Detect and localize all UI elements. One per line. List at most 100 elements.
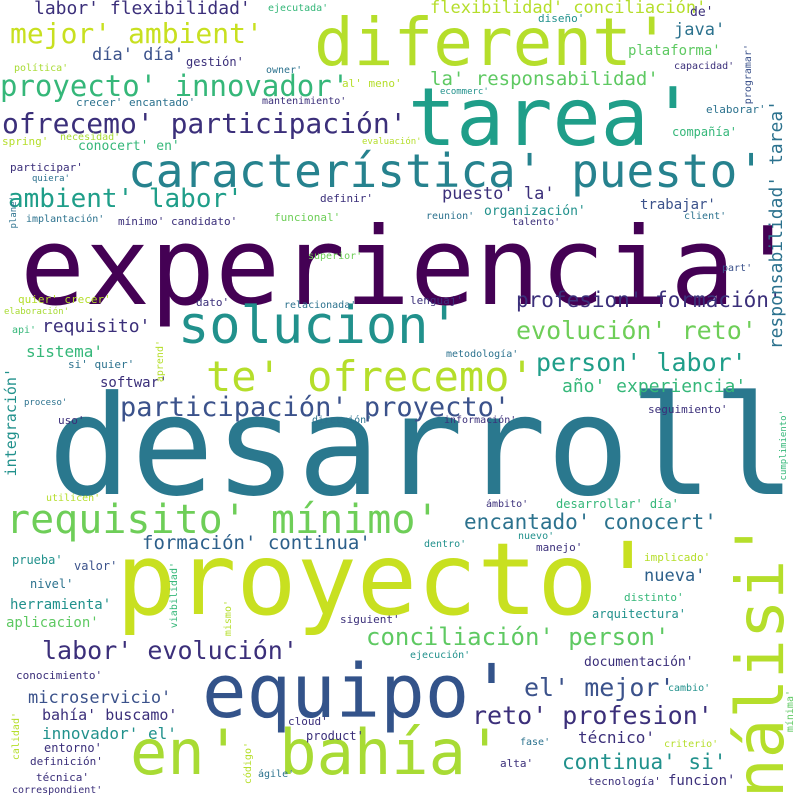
word: experiencia': [20, 205, 800, 330]
word: política': [14, 63, 69, 74]
word: te' ofrecemo': [206, 352, 535, 401]
word: mismo': [223, 600, 234, 637]
word: entorno': [44, 741, 102, 755]
word: plataforma': [628, 43, 721, 59]
word: técnico': [578, 728, 656, 747]
word: relacionada': [284, 300, 357, 311]
word: product': [306, 729, 364, 743]
word: dato': [196, 296, 230, 309]
word: compañía': [672, 125, 738, 139]
word: ambient' labor': [8, 184, 243, 214]
word: cambio': [668, 683, 711, 694]
word: participar': [10, 161, 83, 174]
word: flexibilidad' conciliación': [430, 0, 707, 18]
word: año' experiencia': [562, 376, 747, 397]
word: requisito': [42, 316, 151, 337]
word: responsabilidad' tarea': [766, 100, 787, 350]
word: client': [684, 211, 727, 222]
word: correspondient': [12, 785, 103, 796]
word: microservicio': [28, 688, 172, 708]
word: utilicen': [46, 493, 101, 504]
word: al' meno': [342, 77, 402, 90]
word: diseño': [538, 12, 585, 25]
word: alta': [500, 757, 534, 770]
word: metodología': [446, 349, 519, 360]
word: softwar': [100, 375, 168, 391]
word: spring': [2, 135, 49, 148]
word: viabilidad': [169, 562, 180, 629]
word: conocimiento': [16, 669, 103, 682]
word: person' labor': [536, 348, 747, 377]
word: quier' crecer': [18, 293, 111, 306]
word: ecommerc': [440, 87, 489, 97]
word: continua' si': [562, 750, 727, 774]
word: dentro': [424, 539, 467, 550]
word: gestión': [186, 55, 244, 69]
word: tarea': [408, 71, 697, 164]
word: nuevo': [518, 531, 555, 542]
word: reto' profesion': [472, 701, 713, 730]
word: owner': [266, 65, 303, 76]
word: valor': [74, 559, 118, 573]
word: puesto' la': [442, 184, 555, 204]
word: seguimiento': [648, 403, 728, 416]
word: información': [444, 415, 517, 426]
word: día' día': [92, 45, 185, 65]
word: herramienta': [10, 597, 112, 613]
word: análisi': [722, 520, 799, 800]
word: ágile': [258, 769, 295, 780]
word: java': [674, 20, 726, 40]
word: mantenimiento': [262, 96, 347, 107]
word: evaluación': [362, 137, 422, 147]
word: profesion' formación': [516, 288, 782, 312]
word: aprend': [155, 340, 166, 383]
word: diferent': [314, 4, 672, 81]
word: definir': [320, 192, 373, 205]
word: código': [243, 742, 254, 785]
word: integración': [2, 368, 20, 477]
word: requisito' mínimo': [6, 497, 440, 543]
word: uso': [58, 414, 85, 427]
word: capacidad': [674, 61, 735, 72]
word: distinto': [624, 591, 684, 604]
word: si' quier': [68, 358, 135, 371]
word: evolución' reto': [516, 316, 757, 345]
word: plane': [9, 196, 19, 229]
word: bahía' buscamo': [42, 706, 178, 724]
word: crecer' encantado': [76, 96, 196, 109]
word: tecnología': [588, 775, 661, 788]
word: prueba': [12, 553, 63, 567]
word: de': [690, 5, 714, 20]
word: cloud': [288, 715, 328, 728]
word: elaboración': [4, 307, 70, 317]
word: funcional': [274, 211, 341, 224]
word: ejecución': [410, 650, 471, 661]
word: reunion': [426, 211, 475, 222]
word: arquitectura': [592, 607, 686, 621]
word: cumplimiento': [779, 410, 789, 481]
word: api': [12, 325, 37, 336]
word: mínimo' candidato': [118, 215, 238, 228]
word: innovador' el': [42, 724, 177, 743]
word: implicado': [644, 551, 711, 564]
word: mínima': [785, 690, 796, 733]
word: técnica': [36, 771, 89, 784]
word: ofrecemo' participación': [2, 107, 407, 140]
word: equipo': [202, 649, 514, 735]
word: conocert' en': [78, 139, 180, 154]
word: proceso': [24, 398, 68, 408]
word: manejo': [536, 541, 583, 554]
word: característica' puesto': [128, 144, 765, 198]
word: solucion': [178, 296, 460, 356]
word: labor' evolución': [42, 636, 298, 665]
word: necesidad': [60, 132, 121, 143]
word: encantado' conocert': [464, 510, 717, 534]
word: dirección': [312, 415, 373, 426]
word: quiera': [32, 174, 70, 184]
word: talento': [512, 217, 561, 228]
word: desarrollo': [48, 366, 800, 527]
word: la' responsabilidad': [430, 68, 659, 90]
word: trabajar': [640, 197, 716, 213]
word: organización': [484, 204, 586, 219]
